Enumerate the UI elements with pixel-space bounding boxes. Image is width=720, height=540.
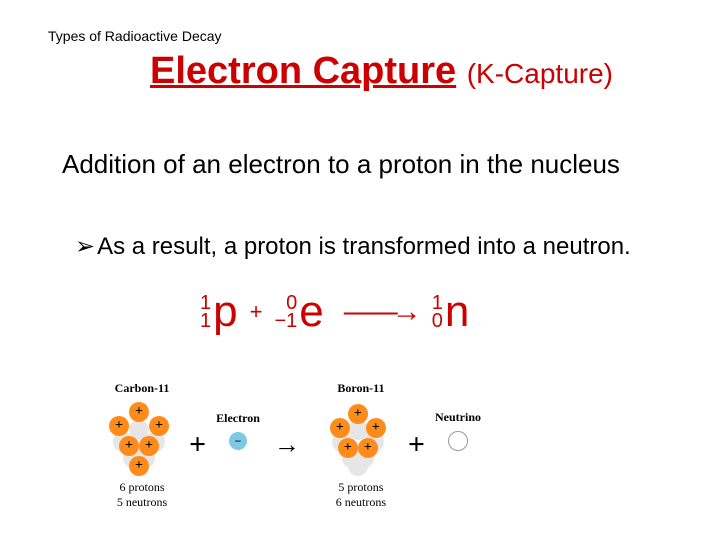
proton: + xyxy=(338,438,358,458)
electron-column: Electron − xyxy=(216,411,260,480)
diagram-arrow-icon: → xyxy=(274,430,300,460)
proton: + xyxy=(129,402,149,422)
section-label: Types of Radioactive Decay xyxy=(48,28,222,44)
proton: + xyxy=(366,418,386,438)
e-charge: −1 xyxy=(274,312,297,330)
boron-counts: 5 protons 6 neutrons xyxy=(336,480,386,509)
p-symbol: p xyxy=(213,290,237,334)
proton: + xyxy=(330,418,350,438)
carbon-name: Carbon-11 xyxy=(115,381,170,396)
diagram-plus-1: + xyxy=(189,428,206,462)
bullet-line: ➢As a result, a proton is transformed in… xyxy=(75,234,655,260)
proton: + xyxy=(139,436,159,456)
carbon-column: Carbon-11 ++++++ 6 protons 5 neutrons xyxy=(105,381,179,509)
neutrino-column: Neutrino xyxy=(435,410,481,481)
title-main: Electron Capture xyxy=(150,50,456,92)
bullet-arrow-icon: ➢ xyxy=(75,234,95,260)
equation: 1 1 p + 0 −1 e ——→ 1 0 n xyxy=(200,290,469,334)
proton: + xyxy=(149,416,169,436)
nuclide-neutron: 1 0 n xyxy=(432,290,470,334)
neutrino-particle xyxy=(448,431,468,451)
page-title: Electron Capture (K-Capture) xyxy=(150,50,613,93)
nuclide-electron: 0 −1 e xyxy=(274,290,323,334)
boron-column: Boron-11 +++++ 5 protons 6 neutrons xyxy=(324,381,398,509)
electron-particle: − xyxy=(229,432,247,450)
boron-nucleus: +++++ xyxy=(324,402,398,476)
p-charge: 1 xyxy=(200,312,211,330)
bullet-text: As a result, a proton is transformed int… xyxy=(97,233,631,260)
proton: + xyxy=(119,436,139,456)
electron-label: Electron xyxy=(216,411,260,426)
carbon-counts: 6 protons 5 neutrons xyxy=(117,480,167,509)
carbon-nucleus: ++++++ xyxy=(105,402,179,476)
decay-diagram: Carbon-11 ++++++ 6 protons 5 neutrons + … xyxy=(105,380,625,510)
n-symbol: n xyxy=(445,290,469,334)
proton: + xyxy=(109,416,129,436)
diagram-plus-2: + xyxy=(408,428,425,462)
n-charge: 0 xyxy=(432,312,443,330)
nuclide-proton: 1 1 p xyxy=(200,290,238,334)
title-sub: (K-Capture) xyxy=(467,58,613,89)
neutron xyxy=(348,456,368,476)
proton: + xyxy=(358,438,378,458)
boron-name: Boron-11 xyxy=(337,381,384,396)
proton: + xyxy=(348,404,368,424)
eq-arrow-icon: ——→ xyxy=(344,295,416,329)
eq-plus: + xyxy=(250,299,263,325)
e-symbol: e xyxy=(299,290,323,334)
lead-text: Addition of an electron to a proton in t… xyxy=(62,150,652,180)
proton: + xyxy=(129,456,149,476)
neutrino-label: Neutrino xyxy=(435,410,481,425)
